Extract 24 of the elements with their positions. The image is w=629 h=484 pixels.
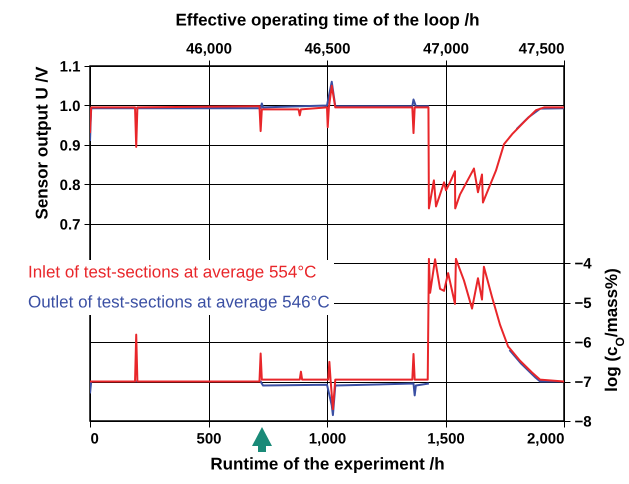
x2-tick-label: 46,500 [304,40,350,58]
y2-tick-label: −6 [574,334,592,352]
y-axis-title: Sensor output U /V [32,66,52,220]
x-tick-label: 0 [90,430,99,448]
x2-tick-label: 47,000 [423,40,469,58]
x-axis-title: Runtime of the experiment /h [210,454,445,474]
y-tick-label: 0.8 [60,176,80,194]
y2-tick-label: −4 [574,256,592,273]
y-tick-label: 1.0 [60,98,80,115]
y2-tick-label: −7 [574,374,592,392]
y-tick-label: 1.1 [60,58,80,76]
y2-tick-label: −5 [574,295,592,312]
x2-axis-title: Effective operating time of the loop /h [175,10,480,30]
y-tick-label: 0.9 [60,137,80,154]
text: Outlet of test-sections at average 546°C [28,292,330,312]
x2-tick-label: 46,000 [186,40,232,58]
x-tick-label: 500 [196,430,222,448]
x-tick-label: 2,000 [526,430,564,448]
x-tick-label: 1,000 [308,430,346,448]
x-tick-label: 1,500 [427,430,465,448]
y-tick-label: 0.7 [60,216,80,234]
x2-tick-label: 47,500 [518,40,564,58]
text: Inlet of test-sections at average 554°C [28,262,316,282]
y2-tick-label: −8 [574,414,592,430]
